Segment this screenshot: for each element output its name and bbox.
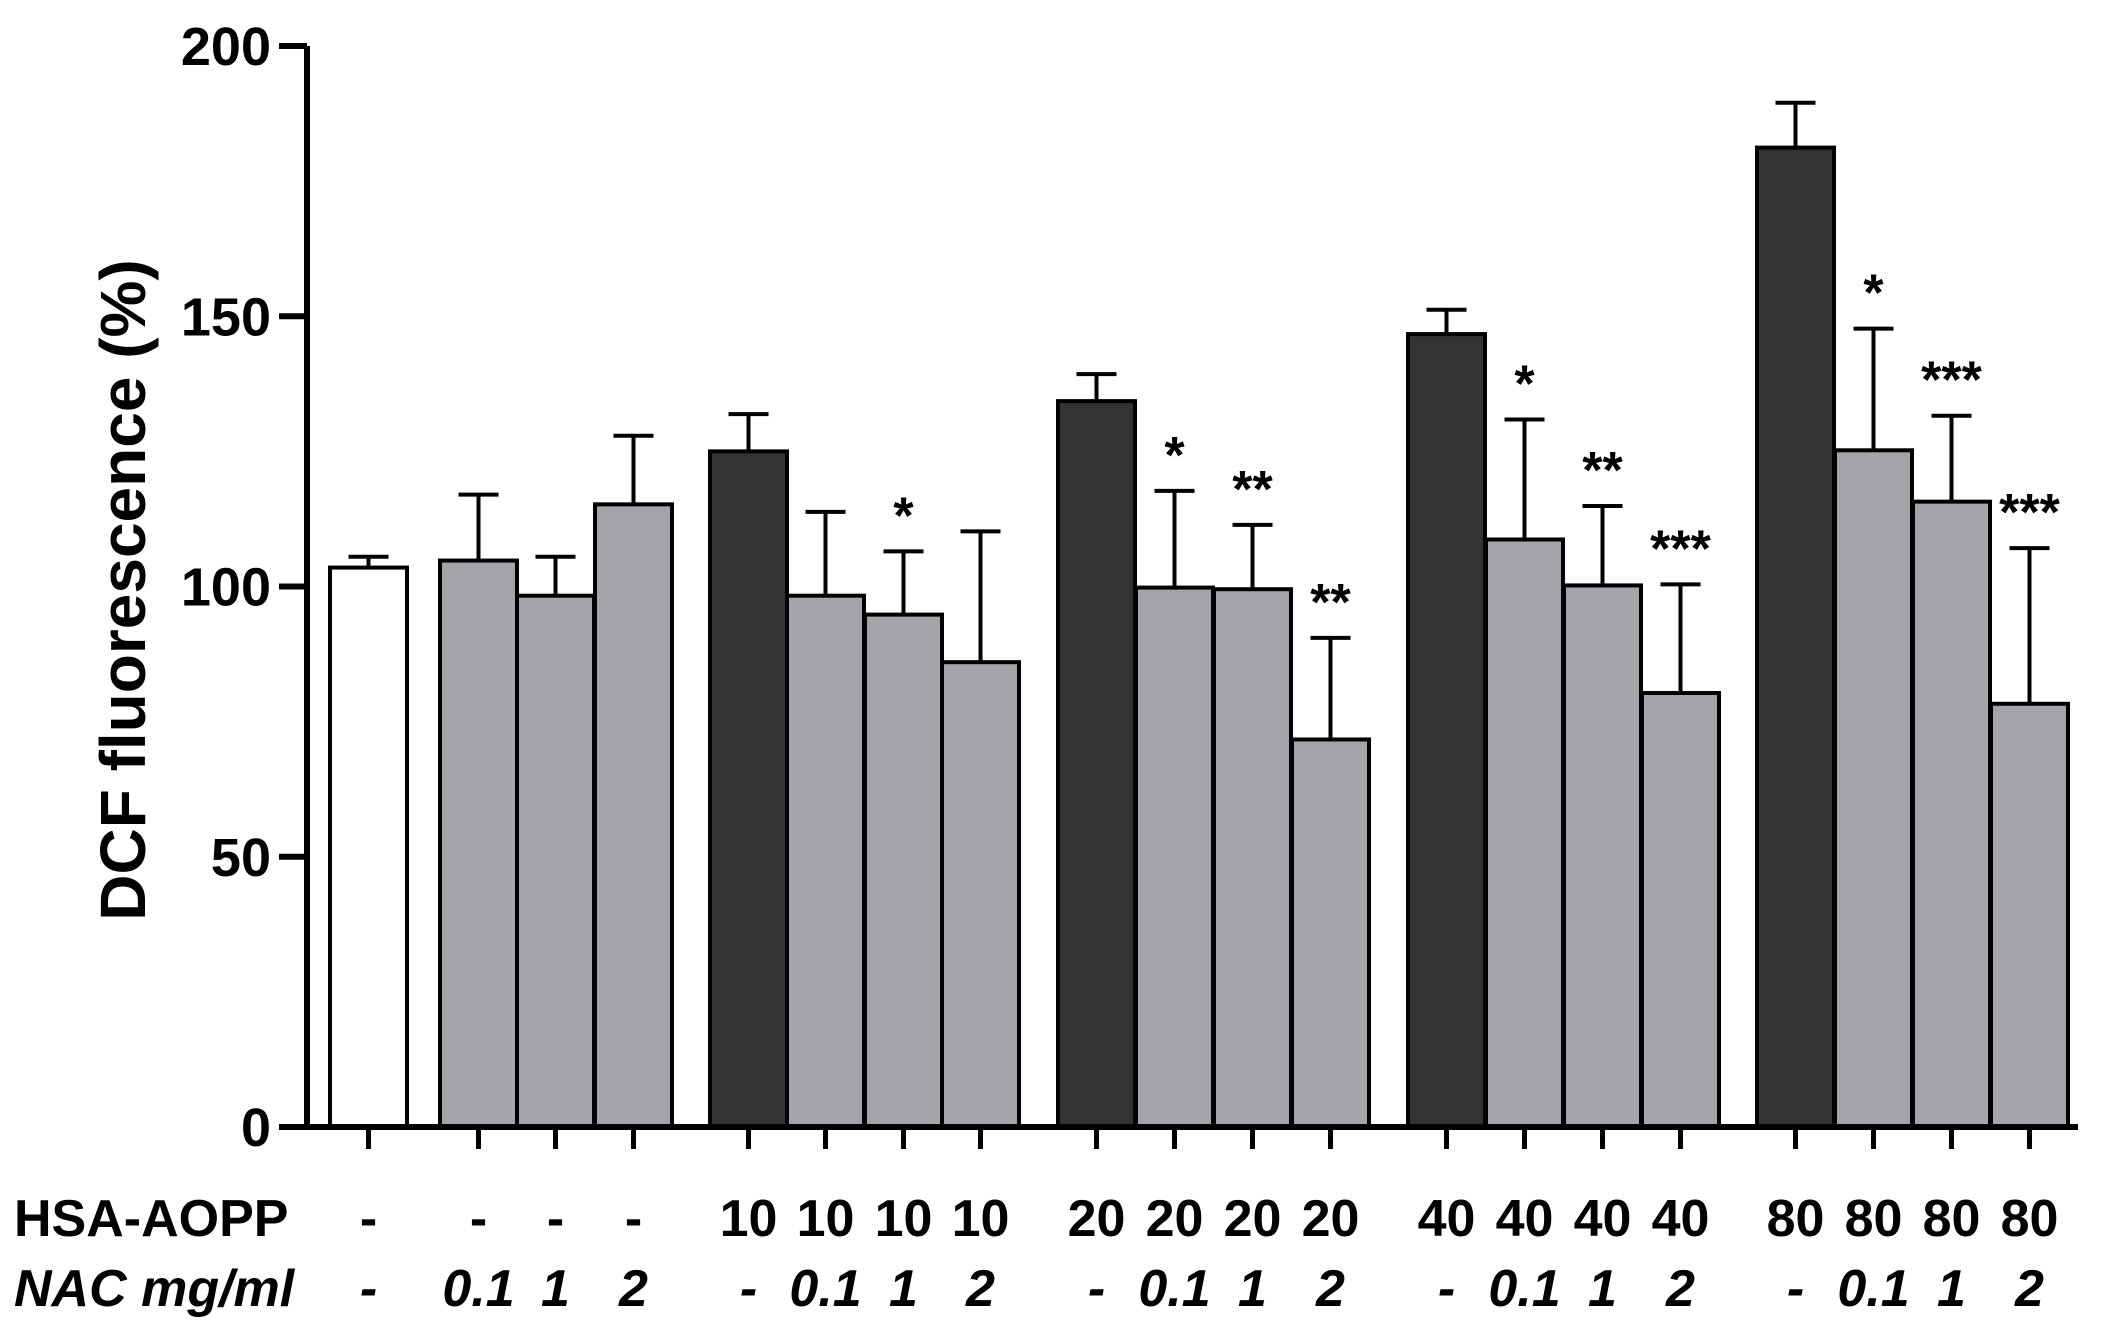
hsa-value: 80 [2001,1190,2059,1248]
bars [328,145,2070,1130]
nac-value: 2 [1665,1260,1695,1318]
significance-marker: ** [1582,442,1623,500]
bar [1212,587,1293,1129]
bar [1406,332,1487,1129]
nac-value: 0.1 [1138,1260,1210,1318]
nac-value: 2 [965,1260,995,1318]
hsa-row-title: HSA-AOPP [14,1190,288,1248]
bar [515,593,596,1129]
bar [328,565,409,1129]
nac-value: - [1088,1260,1105,1318]
nac-value: 1 [541,1260,570,1318]
significance-marker: *** [1650,520,1711,578]
bar [1989,701,2070,1129]
bar [438,558,519,1129]
bar [863,612,944,1129]
nac-value: 1 [1937,1260,1966,1318]
error-bars [348,100,2050,740]
bar [1056,399,1137,1129]
significance-marker: *** [1921,352,1982,410]
hsa-value: 40 [1574,1190,1632,1248]
significance-markers: ******************* [893,265,2060,632]
hsa-value: 10 [797,1190,855,1248]
y-axis: 0 50 100 150 200 [181,17,310,1158]
hsa-value: 40 [1652,1190,1710,1248]
hsa-value: 80 [1767,1190,1825,1248]
hsa-value: 10 [720,1190,778,1248]
significance-marker: * [1514,355,1535,413]
bar [1562,583,1643,1129]
hsa-value: 40 [1496,1190,1554,1248]
y-tick-label: 100 [181,558,271,618]
hsa-value: 20 [1302,1190,1360,1248]
hsa-value: 10 [952,1190,1010,1248]
significance-marker: ** [1310,574,1351,632]
nac-value: - [1787,1260,1804,1318]
bar [1290,737,1371,1129]
significance-marker: *** [1999,484,2060,542]
nac-value: - [740,1260,757,1318]
nac-value: 1 [1238,1260,1267,1318]
y-tick-label: 150 [181,287,271,347]
y-tick-label: 200 [181,17,271,77]
nac-row-title: NAC mg/ml [14,1260,296,1318]
nac-value: 0.1 [1837,1260,1909,1318]
bar [1833,448,1914,1129]
nac-value: 0.1 [789,1260,861,1318]
hsa-value: 80 [1845,1190,1903,1248]
hsa-value: 10 [875,1190,933,1248]
bar [1134,585,1215,1129]
nac-value: 2 [2014,1260,2044,1318]
nac-value: 2 [1315,1260,1345,1318]
hsa-value: 20 [1224,1190,1282,1248]
hsa-value: 20 [1146,1190,1204,1248]
significance-marker: ** [1232,461,1273,519]
hsa-value: 40 [1418,1190,1476,1248]
nac-value: 1 [1588,1260,1617,1318]
significance-marker: * [1164,427,1185,485]
bar [1755,145,1836,1129]
significance-marker: * [1863,265,1884,323]
y-tick-label: 0 [241,1098,271,1158]
bar [708,449,789,1129]
nac-value: - [1438,1260,1455,1318]
hsa-value: - [547,1190,564,1248]
nac-value: 2 [618,1260,648,1318]
bar [940,660,1021,1129]
significance-marker: * [893,487,914,545]
nac-value: - [360,1260,377,1318]
y-axis-label: DCF fluorescence (%) [87,259,159,920]
bar [1640,690,1721,1130]
x-axis [304,1124,2078,1149]
hsa-value: 20 [1068,1190,1126,1248]
condition-table: HSA-AOPP NAC mg/ml ---0.1-1-210-100.1101… [14,1190,2058,1318]
hsa-value: - [625,1190,642,1248]
nac-value: 0.1 [442,1260,514,1318]
bar [1911,499,1992,1130]
nac-value: 1 [889,1260,918,1318]
nac-value: 0.1 [1488,1260,1560,1318]
hsa-value: 80 [1923,1190,1981,1248]
y-tick-label: 50 [211,828,271,888]
hsa-value: - [360,1190,377,1248]
bar [785,593,866,1129]
bar [1484,537,1565,1129]
hsa-value: - [470,1190,487,1248]
bar [593,502,674,1129]
